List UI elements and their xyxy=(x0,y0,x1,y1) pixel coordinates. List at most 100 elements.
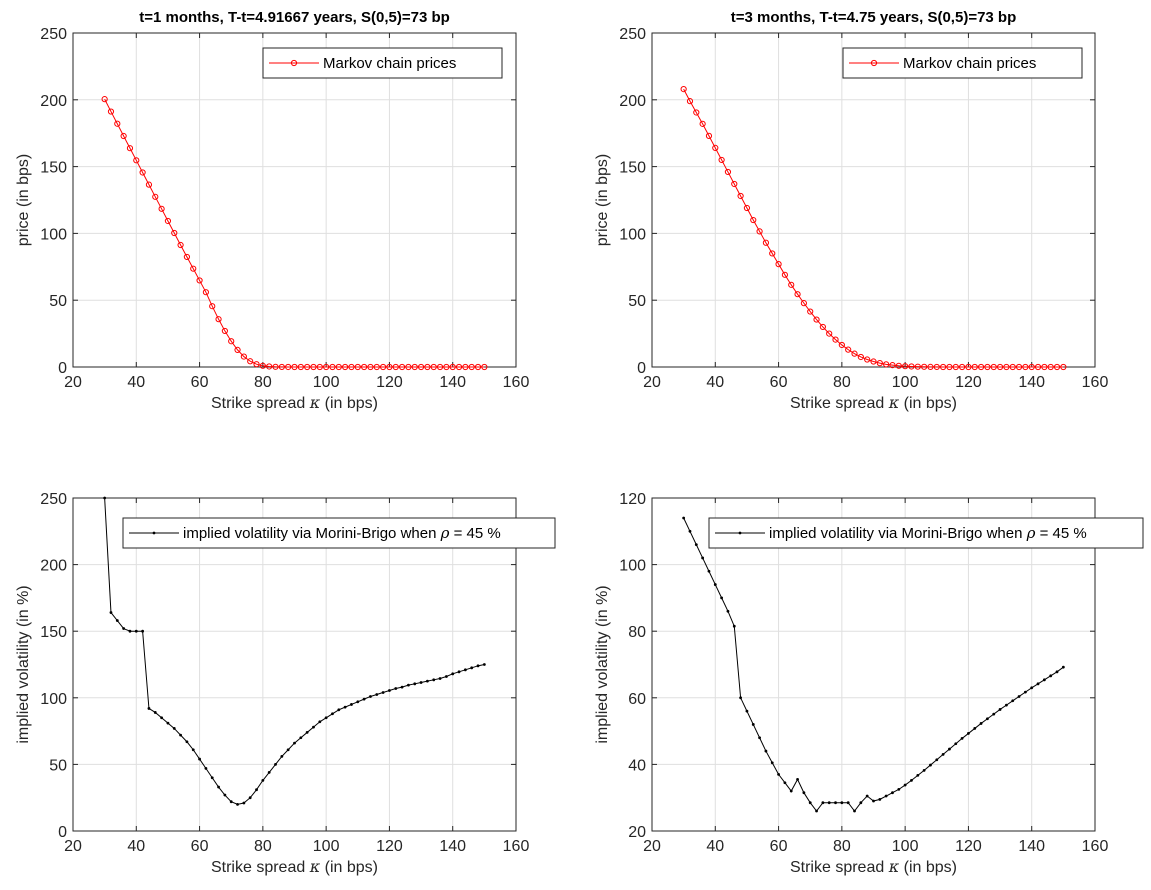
data-point xyxy=(305,731,309,734)
data-point xyxy=(1049,674,1053,678)
data-point xyxy=(278,363,285,371)
x-axis-label: Strike spread κ (in bps) xyxy=(211,857,378,876)
data-point xyxy=(929,763,932,767)
data-point xyxy=(883,361,890,368)
data-point xyxy=(362,697,366,701)
data-point xyxy=(261,778,265,782)
x-tick-label: 80 xyxy=(833,374,851,391)
data-point xyxy=(128,629,132,633)
y-axis-label: implied volatility (in %) xyxy=(594,585,611,743)
data-point xyxy=(821,801,825,805)
data-point xyxy=(331,712,334,716)
legend-label: Markov chain prices xyxy=(903,55,1036,72)
data-point xyxy=(713,583,717,586)
data-point xyxy=(802,791,806,795)
legend: implied volatility via Morini-Brigo when… xyxy=(122,517,556,549)
data-point xyxy=(234,346,241,353)
data-point xyxy=(992,712,996,716)
data-point xyxy=(210,776,214,780)
data-point xyxy=(430,363,437,371)
data-point xyxy=(984,363,991,371)
data-point xyxy=(1061,665,1065,669)
data-point xyxy=(164,217,172,225)
x-tick-label: 40 xyxy=(127,838,145,855)
data-point xyxy=(853,809,856,813)
data-point xyxy=(1036,682,1040,686)
legend-marker xyxy=(870,59,878,67)
y-tick-label: 100 xyxy=(40,691,67,708)
y-tick-label: 0 xyxy=(58,360,67,377)
data-point xyxy=(808,801,812,805)
plot-area xyxy=(652,33,1095,367)
axes-box xyxy=(651,32,1096,368)
data-point xyxy=(335,363,342,371)
data-point xyxy=(449,363,456,371)
data-point xyxy=(1005,703,1008,707)
data-point xyxy=(348,363,355,371)
data-point xyxy=(267,770,271,774)
data-point xyxy=(872,799,875,803)
y-tick-label: 100 xyxy=(619,226,646,243)
data-point xyxy=(813,316,820,323)
data-point xyxy=(952,363,959,371)
data-point xyxy=(845,346,852,353)
data-point xyxy=(977,363,985,371)
x-tick-label: 160 xyxy=(503,374,530,391)
x-tick-label: 60 xyxy=(191,838,209,855)
data-point xyxy=(916,773,920,777)
data-point xyxy=(350,703,353,706)
data-point xyxy=(426,679,429,683)
axes-box xyxy=(72,497,517,832)
data-point xyxy=(120,132,127,140)
chart-title: t=1 months, T-t=4.91667 years, S(0,5)=73… xyxy=(139,9,450,26)
data-point xyxy=(1055,670,1059,674)
y-tick-label: 50 xyxy=(49,293,67,310)
data-point xyxy=(318,720,322,724)
data-point xyxy=(343,705,347,709)
data-point xyxy=(764,749,768,753)
data-point xyxy=(940,363,947,371)
x-tick-label: 80 xyxy=(833,838,851,855)
data-point xyxy=(910,778,913,782)
data-point xyxy=(463,668,467,672)
data-point xyxy=(259,362,266,369)
y-tick-label: 200 xyxy=(40,93,67,110)
data-point xyxy=(864,356,871,363)
data-point xyxy=(1022,363,1029,371)
data-point xyxy=(204,766,208,770)
data-point xyxy=(840,801,844,805)
data-point xyxy=(367,363,374,371)
chart-title: t=3 months, T-t=4.75 years, S(0,5)=73 bp xyxy=(731,9,1017,26)
legend-marker xyxy=(152,531,156,535)
data-point xyxy=(998,708,1002,711)
x-tick-label: 140 xyxy=(1018,374,1045,391)
legend-marker xyxy=(738,531,742,535)
data-point xyxy=(392,363,399,371)
plot-area xyxy=(652,498,1095,831)
y-tick-label: 40 xyxy=(628,757,646,774)
data-point xyxy=(857,353,864,361)
data-point xyxy=(897,787,901,791)
y-tick-label: 200 xyxy=(40,558,67,575)
data-point xyxy=(443,363,450,371)
legend: implied volatility via Morini-Brigo when… xyxy=(708,517,1144,549)
data-point xyxy=(474,363,482,371)
y-tick-label: 80 xyxy=(628,624,646,641)
x-tick-label: 20 xyxy=(643,374,661,391)
data-point xyxy=(299,736,303,740)
y-tick-label: 100 xyxy=(40,226,67,243)
data-point xyxy=(394,687,398,690)
data-point xyxy=(783,781,787,785)
data-point xyxy=(133,157,140,164)
y-axis-label: price (in bps) xyxy=(594,154,611,246)
x-axis-label: Strike spread κ (in bps) xyxy=(790,857,957,876)
data-point xyxy=(147,707,151,710)
data-point xyxy=(145,181,153,188)
data-point xyxy=(171,229,178,237)
data-point xyxy=(794,291,801,298)
data-point xyxy=(1003,363,1010,371)
y-tick-label: 200 xyxy=(619,93,646,110)
y-tick-label: 50 xyxy=(628,293,646,310)
data-point xyxy=(316,363,323,371)
